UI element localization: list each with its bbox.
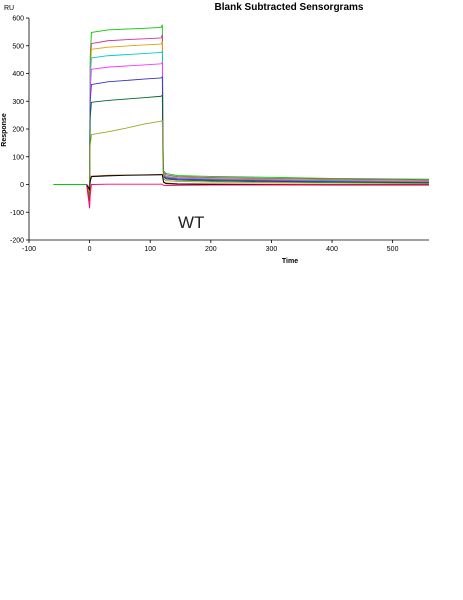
series-line-5 [86, 61, 430, 191]
y-tick-label: 0 [20, 182, 24, 189]
chart-title: Blank Subtracted Sensorgrams [215, 2, 364, 13]
series-line-3 [86, 41, 430, 194]
x-tick-label: 200 [205, 246, 217, 253]
x-tick-label: 400 [326, 246, 338, 253]
y-tick-label: -100 [10, 210, 24, 217]
x-tick-label: -100 [22, 246, 36, 253]
series-line-4 [86, 50, 430, 191]
series-line-11 [86, 183, 429, 209]
y-tick-label: 500 [12, 43, 24, 50]
x-axis-label: Time [282, 258, 298, 265]
series-line-1 [53, 24, 430, 197]
series-line-7 [86, 94, 430, 188]
series-line-8 [86, 119, 430, 188]
x-tick-label: 100 [144, 246, 156, 253]
y-tick-label: 600 [12, 16, 24, 23]
series-line-2 [86, 34, 430, 194]
series-line-6 [86, 76, 430, 190]
y-axis-label: Response [1, 113, 8, 147]
x-tick-label: 300 [266, 246, 278, 253]
annotation-wt: WT [178, 213, 204, 232]
y-tick-label: 100 [12, 154, 24, 161]
y-tick-label: 200 [12, 127, 24, 134]
x-tick-label: 0 [88, 246, 92, 253]
x-tick-label: 500 [387, 246, 399, 253]
y-unit-label: RU [4, 5, 14, 12]
y-tick-label: 300 [12, 99, 24, 106]
y-tick-label: 400 [12, 71, 24, 78]
series-group [53, 24, 430, 209]
y-tick-label: -200 [10, 238, 24, 245]
